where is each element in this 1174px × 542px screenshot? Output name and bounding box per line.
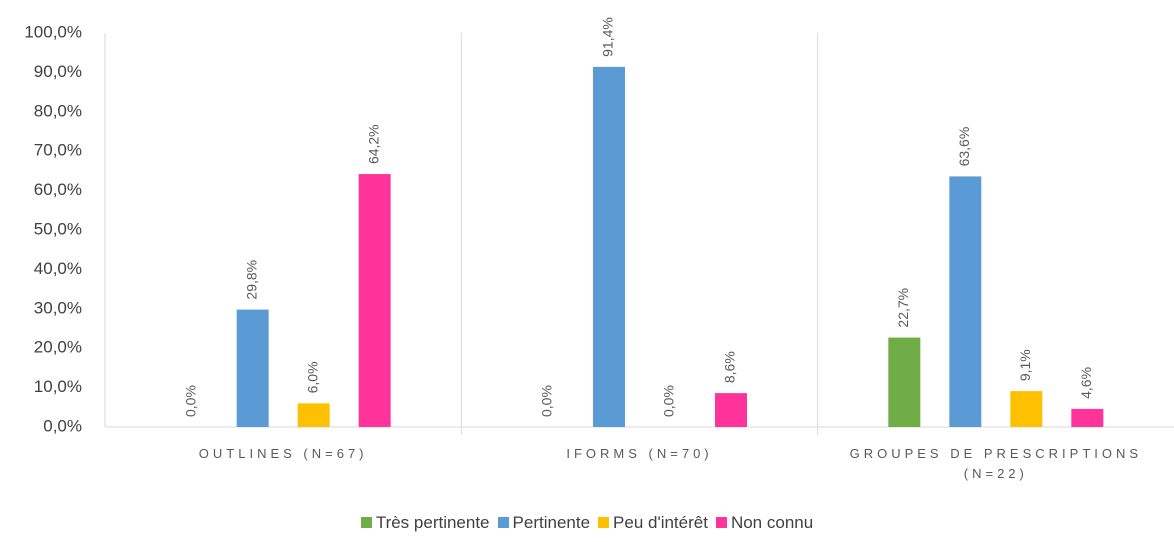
value-label: 4,6% — [1078, 367, 1094, 399]
value-label: 6,0% — [304, 361, 320, 393]
legend-item: Peu d'intérêt — [598, 513, 708, 533]
legend-item: Pertinente — [497, 513, 591, 533]
bar — [236, 309, 269, 427]
legend-label: Pertinente — [512, 513, 591, 532]
y-tick-label: 40,0% — [34, 259, 82, 278]
x-tick-label: OUTLINES (N=67) — [198, 446, 368, 461]
bar — [1071, 408, 1104, 427]
y-tick-label: 10,0% — [34, 377, 82, 396]
value-label: 91,4% — [600, 17, 616, 57]
y-tick-label: 100,0% — [24, 22, 82, 41]
bar — [949, 176, 982, 427]
legend-swatch — [598, 517, 610, 528]
y-tick-label: 80,0% — [34, 101, 82, 120]
bar — [888, 337, 921, 427]
bar — [1010, 391, 1043, 427]
y-tick-label: 20,0% — [34, 338, 82, 357]
value-label: 0,0% — [182, 385, 198, 417]
value-label: 0,0% — [661, 385, 677, 417]
y-tick-label: 50,0% — [34, 219, 82, 238]
legend-swatch — [497, 517, 509, 528]
value-label: 22,7% — [895, 288, 911, 328]
legend-item: Non connu — [715, 513, 814, 533]
legend-item: Très pertinente — [360, 513, 490, 533]
legend: Très pertinente Pertinente Peu d'intérêt No… — [0, 513, 1174, 533]
bar — [358, 174, 391, 427]
value-label: 64,2% — [365, 124, 381, 164]
value-label: 8,6% — [722, 351, 738, 383]
bar — [593, 66, 625, 427]
value-label: 63,6% — [956, 127, 972, 167]
y-tick-label: 70,0% — [34, 141, 82, 160]
legend-swatch — [360, 517, 372, 528]
x-tick-label: GROUPES DE PRESCRIPTIONS (N=22) — [849, 446, 1143, 481]
x-tick-label: IFORMS (N=70) — [566, 446, 713, 461]
value-label: 0,0% — [539, 385, 555, 417]
y-tick-label: 30,0% — [34, 298, 82, 317]
y-tick-label: 0,0% — [43, 416, 82, 435]
bar — [297, 403, 330, 427]
legend-label: Très pertinente — [375, 513, 490, 532]
bar — [715, 393, 747, 427]
value-label: 9,1% — [1017, 349, 1033, 381]
legend-swatch — [715, 517, 727, 528]
y-tick-label: 60,0% — [34, 180, 82, 199]
legend-label: Peu d'intérêt — [613, 513, 708, 532]
legend-label: Non connu — [730, 513, 814, 532]
value-label: 29,8% — [243, 260, 259, 300]
y-tick-label: 90,0% — [34, 62, 82, 81]
